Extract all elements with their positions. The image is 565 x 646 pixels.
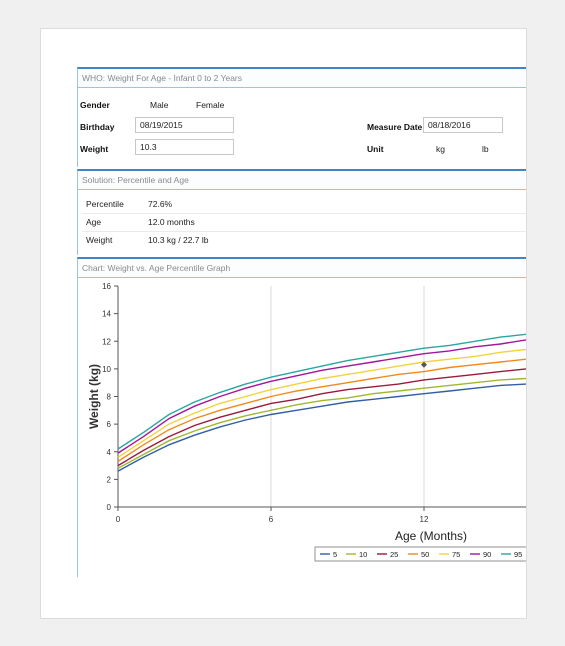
input-panel: WHO: Weight For Age - Infant 0 to 2 Year… [77,67,526,167]
legend-label-p75: 75 [452,550,460,559]
legend-label-p25: 25 [390,550,398,559]
chart-panel: Chart: Weight vs. Age Percentile Graph [77,257,526,577]
birthday-input[interactable]: 08/19/2015 [135,117,234,133]
birthday-label: Birthday [80,122,115,132]
age-key: Age [86,217,102,227]
weight-label: Weight [80,144,109,154]
y-tick-label: 12 [102,337,111,346]
gender-male-option[interactable]: Male [150,100,169,110]
measurement-point [421,361,427,368]
y-tick-label: 14 [102,310,111,319]
chart-legend [314,546,526,562]
x-tick-label: 12 [420,515,429,524]
x-tick-label: 6 [269,515,274,524]
legend-label-p5: 5 [333,550,337,559]
legend-label-p50: 50 [421,550,429,559]
unit-label: Unit [367,144,384,154]
y-tick-label: 0 [107,503,112,512]
x-axis-title: Age (Months) [395,529,467,543]
y-tick-label: 10 [102,365,111,374]
solution-row-age: Age 12.0 months [82,213,526,232]
legend-label-p90: 90 [483,550,491,559]
legend-label-p10: 10 [359,550,367,559]
series-line-p95 [117,333,526,450]
unit-kg-option[interactable]: kg [436,144,445,154]
solution-row-weight: Weight 10.3 kg / 22.7 lb [82,231,526,249]
gender-label: Gender [80,100,110,110]
weight-input[interactable]: 10.3 [135,139,234,155]
solution-panel-title: Solution: Percentile and Age [78,171,526,190]
age-value: 12.0 months [148,217,195,227]
solution-row-percentile: Percentile 72.6% [82,195,526,214]
measure-date-input[interactable]: 08/18/2016 [423,117,503,133]
measure-date-label: Measure Date [367,122,423,132]
input-panel-title: WHO: Weight For Age - Infant 0 to 2 Year… [78,69,526,88]
document-page: WHO: Weight For Age - Infant 0 to 2 Year… [40,28,527,619]
y-tick-label: 16 [102,282,111,291]
y-tick-label: 4 [107,448,112,457]
y-tick-label: 2 [107,475,112,484]
percentile-key: Percentile [86,199,124,209]
series-line-p10 [117,377,526,469]
x-tick-label: 0 [116,515,121,524]
legend-label-p95: 95 [514,550,522,559]
weight-result-value: 10.3 kg / 22.7 lb [148,235,209,245]
gender-female-option[interactable]: Female [196,100,225,110]
solution-panel: Solution: Percentile and Age Percentile … [77,169,526,255]
y-tick-label: 6 [107,420,112,429]
percentile-value: 72.6% [148,199,173,209]
y-tick-label: 8 [107,393,112,402]
series-line-p25 [117,368,526,467]
series-line-p90 [117,339,526,454]
chart-panel-title: Chart: Weight vs. Age Percentile Graph [78,259,526,278]
series-line-p50 [117,358,526,462]
weight-key: Weight [86,235,113,245]
series-line-p75 [117,348,526,458]
unit-lb-option[interactable]: lb [482,144,489,154]
y-axis-title: Weight (kg) [87,364,101,429]
percentile-chart: 0 2 4 6 8 10 12 14 16 0 6 12 Weight (kg) Age (Months)… [87,282,526,562]
series-line-p5 [117,383,526,472]
